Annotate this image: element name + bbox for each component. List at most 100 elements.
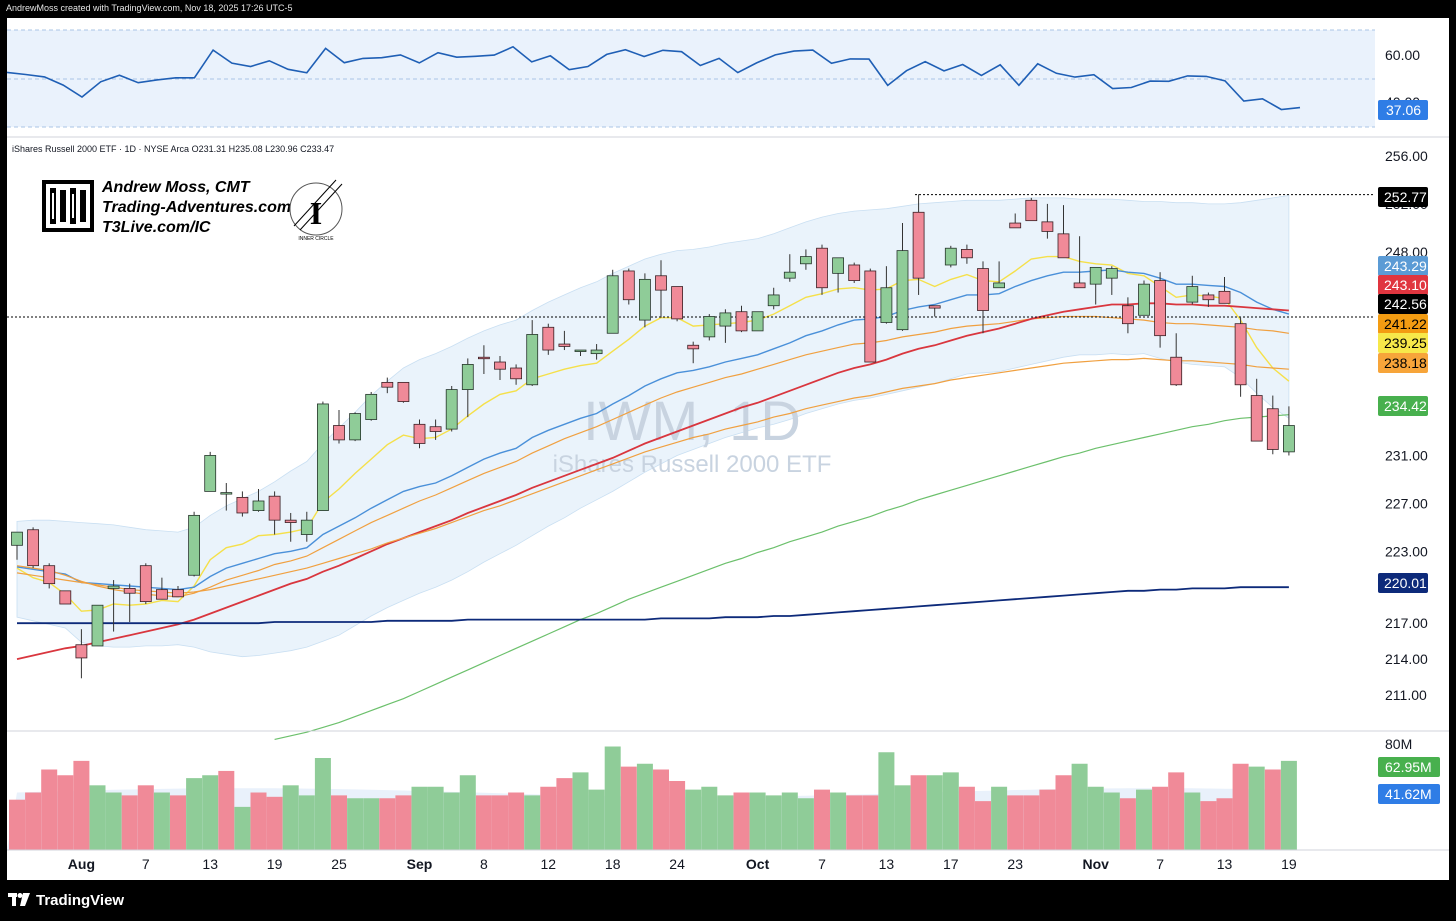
candle-body <box>445 389 458 430</box>
candle-body <box>268 495 281 521</box>
volume-bar <box>1184 792 1201 850</box>
volume-bar <box>218 770 235 850</box>
volume-bar <box>282 785 299 850</box>
watermark-name: iShares Russell 2000 ETF <box>553 451 832 478</box>
volume-bar <box>379 798 396 850</box>
candle-body <box>928 305 941 309</box>
price-level-badge <box>1378 353 1428 373</box>
candle-body <box>606 275 619 334</box>
time-tick-label: 12 <box>541 856 557 872</box>
candle-body <box>848 264 861 281</box>
moving-average-line <box>16 357 1289 594</box>
time-tick-label: 17 <box>943 856 959 872</box>
candle-body <box>816 247 828 289</box>
volume-pane: 80M 62.95M 41.62M <box>7 736 1440 850</box>
brand-name: Andrew Moss, CMT <box>101 179 251 196</box>
candle-body <box>751 311 764 332</box>
volume-bar <box>556 778 573 850</box>
price-level-badge <box>1378 294 1428 314</box>
volume-bars <box>9 746 1297 850</box>
volume-bar <box>862 795 879 850</box>
volume-bar <box>1103 792 1120 850</box>
volume-bar <box>1136 789 1152 850</box>
candle-body <box>574 349 587 352</box>
time-tick-label: 7 <box>818 856 826 872</box>
volume-bar <box>89 785 106 850</box>
credit-line: AndrewMoss created with TradingView.com,… <box>6 3 293 13</box>
price-tick-label: 223.00 <box>1385 543 1428 559</box>
volume-bar <box>395 795 412 850</box>
volume-bar <box>540 786 557 850</box>
candle-body <box>1105 268 1118 279</box>
candles <box>11 194 1295 679</box>
volume-bar <box>314 758 331 850</box>
candle-body <box>1202 294 1215 301</box>
candle-body <box>542 326 555 351</box>
time-tick-label: 13 <box>879 856 895 872</box>
candle-body <box>639 278 651 321</box>
price-level-badge <box>1378 187 1428 207</box>
time-tick-label: 13 <box>1217 856 1233 872</box>
volume-bar <box>749 792 766 850</box>
time-tick-label: 23 <box>1007 856 1023 872</box>
candle-body <box>494 361 506 370</box>
time-tick-label: 25 <box>331 856 347 872</box>
volume-bar <box>878 752 895 850</box>
volume-bar <box>717 795 734 850</box>
volume-bar <box>991 786 1008 850</box>
price-level-label: 238.18 <box>1384 355 1427 371</box>
volume-bar <box>9 799 25 850</box>
moving-average-line <box>16 255 1290 612</box>
volume-bar <box>1071 763 1088 850</box>
brand-site: Trading-Adventures.com <box>102 199 291 216</box>
volume-bar <box>1232 763 1249 850</box>
candle-body <box>252 500 265 511</box>
candle-body <box>1266 408 1279 450</box>
tradingview-logo-icon <box>8 893 30 906</box>
volume-bar <box>669 781 686 850</box>
candle-body <box>1009 222 1022 229</box>
volume-bar <box>202 775 219 850</box>
candle-body <box>1122 305 1134 325</box>
volume-bar <box>153 792 170 850</box>
rsi-pane: 60.00 40.00 37.06 <box>6 29 1449 138</box>
candle-body <box>800 256 812 265</box>
volume-avg-label: 41.62M <box>1385 786 1432 802</box>
candlestick-logo-icon <box>42 180 94 232</box>
brand-link: T3Live.com/IC <box>102 219 211 236</box>
footer-brand-text: TradingView <box>36 891 125 909</box>
price-level-label: 220.01 <box>1384 575 1427 591</box>
volume-bar <box>250 792 267 850</box>
candle-body <box>1025 199 1038 222</box>
volume-bar <box>1023 795 1040 850</box>
volume-bar <box>926 775 943 850</box>
candle-body <box>1138 283 1150 316</box>
price-tick-label: 227.00 <box>1385 495 1428 511</box>
candle-body <box>896 250 909 331</box>
volume-bar <box>234 806 251 850</box>
price-level-label: 243.29 <box>1384 258 1427 274</box>
volume-bar <box>121 795 138 850</box>
candle-body <box>43 565 56 585</box>
volume-bar <box>266 796 283 850</box>
volume-bar <box>894 785 911 850</box>
volume-bar <box>1119 798 1136 850</box>
volume-bar <box>604 746 621 850</box>
candle-body <box>1089 266 1102 285</box>
price-level-label: 252.77 <box>1384 189 1427 205</box>
candle-body <box>977 268 989 311</box>
candle-body <box>590 349 603 355</box>
candle-body <box>944 247 957 266</box>
time-tick-label: Aug <box>68 856 95 872</box>
candle-body <box>1057 233 1070 259</box>
candle-body <box>188 514 201 576</box>
chart-panel <box>7 18 1449 880</box>
time-tick-label: 13 <box>202 856 218 872</box>
volume-bar <box>524 795 541 850</box>
price-tick-label: 217.00 <box>1385 615 1428 631</box>
candle-body <box>349 413 362 441</box>
candle-body <box>139 565 152 603</box>
volume-bar <box>636 763 653 850</box>
volume-bar <box>57 775 74 850</box>
